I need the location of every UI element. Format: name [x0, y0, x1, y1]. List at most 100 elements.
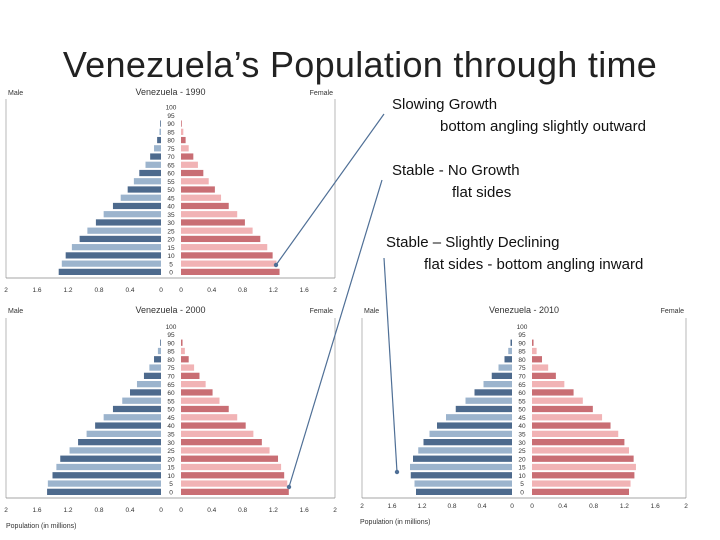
pyramid-2-tick-1: 1.6 [387, 503, 396, 510]
pyramid-2-age-label-10: 10 [518, 473, 526, 480]
pyramid-0-tick-11: 2 [333, 287, 337, 294]
pyramid-1-male-bar-10 [52, 472, 161, 479]
pyramid-2-female-bar-55 [532, 397, 583, 404]
pyramid-2-female-bar-65 [532, 381, 565, 388]
pyramid-0-age-label-0: 0 [169, 270, 173, 277]
callout-arrow-2 [383, 257, 398, 473]
pyramid-2-female-bar-80 [532, 356, 543, 363]
pyramid-1-tick-3: 0.8 [94, 507, 103, 514]
pyramid-1-female-bar-85 [181, 347, 185, 355]
pyramid-1-tick-0: 2 [4, 507, 8, 514]
pyramid-0-male-bar-40 [112, 202, 161, 210]
pyramid-1-age-label-100: 100 [166, 324, 177, 331]
pyramid-0-tick-9: 1.2 [269, 287, 278, 294]
pyramid-1-age-label-5: 5 [169, 481, 173, 488]
pyramid-2-female-bar-5 [532, 480, 631, 487]
pyramid-0-female-bar-90 [181, 120, 182, 127]
pyramid-1-male-bar-15 [56, 463, 161, 471]
pyramid-2-age-label-75: 75 [518, 365, 526, 372]
pyramid-2-age-label-35: 35 [518, 432, 526, 439]
pyramid-1-age-label-0: 0 [169, 490, 173, 497]
pyramid-2-age-label-50: 50 [518, 407, 526, 414]
pyramid-2-age-label-25: 25 [518, 448, 526, 455]
callout-stable-no-growth-detail: flat sides [452, 184, 512, 201]
pyramid-1-female-bar-35 [181, 430, 254, 437]
pyramid-1-tick-4: 0.4 [125, 507, 134, 514]
pyramid-0-age-label-70: 70 [167, 154, 175, 161]
pyramid-0-tick-10: 1.6 [300, 287, 309, 294]
pyramid-2-tick-5: 0 [510, 503, 514, 510]
pyramid-0-tick-7: 0.4 [207, 287, 216, 294]
pyramid-2-tick-6: 0 [530, 503, 534, 510]
pyramid-0-male-bar-65 [145, 161, 161, 168]
callout-stable-no-growth-heading: Stable - No Growth [392, 162, 520, 179]
pyramid-2-age-label-40: 40 [518, 423, 526, 430]
pyramid-1-female-bar-90 [181, 339, 183, 346]
pyramid-2-tick-4: 0.4 [477, 503, 486, 510]
pyramid-0-male-bar-20 [79, 235, 161, 243]
pyramid-0-male-bar-55 [133, 178, 161, 185]
pyramid-1-male-bar-80 [154, 356, 161, 363]
pyramid-2-age-label-30: 30 [518, 440, 526, 447]
pyramid-2-tick-11: 2 [684, 503, 688, 510]
pyramid-2-male-bar-60 [474, 389, 512, 396]
pyramid-1-age-label-95: 95 [167, 332, 175, 339]
pyramid-0-age-label-15: 15 [167, 245, 175, 252]
pyramid-2-male-bar-90 [510, 339, 512, 346]
pyramid-0-age-label-85: 85 [167, 129, 175, 136]
pyramid-2-x-label: Population (in millions) [360, 519, 430, 526]
pyramid-0-male-bar-60 [139, 169, 161, 177]
pyramid-2-female-bar-90 [532, 339, 534, 346]
pyramid-1-age-label-50: 50 [167, 407, 175, 414]
callout-slightly-declining: Stable – Slightly Declining flat sides -… [386, 232, 643, 276]
pyramid-0-age-label-80: 80 [167, 138, 175, 145]
pyramid-2-age-label-65: 65 [518, 382, 526, 389]
pyramid-0-male-bar-85 [159, 128, 161, 135]
pyramid-2-female-label: Female [661, 308, 684, 315]
pyramid-2-tick-3: 0.8 [447, 503, 456, 510]
pyramid-2-male-bar-85 [508, 347, 512, 355]
pyramid-1-tick-2: 1.2 [63, 507, 72, 514]
pyramid-2-age-label-90: 90 [518, 340, 526, 347]
pyramid-2-age-label-5: 5 [520, 481, 524, 488]
pyramid-2-male-bar-5 [414, 480, 512, 487]
pyramid-1-male-bar-20 [60, 455, 161, 462]
callout-arrow-head-0 [273, 262, 279, 268]
pyramid-0-female-bar-70 [181, 153, 194, 160]
pyramid-2-male-bar-75 [498, 364, 512, 371]
pyramid-1-male-bar-0 [47, 488, 162, 495]
pyramid-1-male-bar-30 [78, 439, 161, 446]
pyramid-1-age-label-85: 85 [167, 349, 175, 356]
pyramid-0-tick-6: 0 [179, 287, 183, 294]
pyramid-0-tick-4: 0.4 [125, 287, 134, 294]
pyramid-2-female-bar-75 [532, 364, 549, 371]
pyramid-0-age-label-95: 95 [167, 113, 175, 120]
pyramid-0-female-bar-55 [181, 178, 209, 185]
pyramid-2-tick-7: 0.4 [558, 503, 567, 510]
pyramid-0-tick-8: 0.8 [238, 287, 247, 294]
pyramid-0-male-bar-45 [120, 194, 161, 201]
pyramid-1-age-label-15: 15 [167, 465, 175, 472]
pyramid-1-female-bar-25 [181, 447, 270, 454]
pyramid-0-male-bar-75 [154, 145, 161, 152]
pyramid-1-male-label: Male [8, 308, 23, 315]
pyramid-1-female-bar-80 [181, 356, 189, 363]
pyramid-1-female-bar-65 [181, 381, 206, 388]
pyramid-0-tick-3: 0.8 [94, 287, 103, 294]
pyramid-0-female-bar-40 [181, 202, 229, 210]
pyramid-2-tick-8: 0.8 [589, 503, 598, 510]
pyramid-1-male-bar-50 [112, 405, 161, 413]
callout-arrow-0 [275, 113, 385, 266]
pyramid-0-age-label-10: 10 [167, 253, 175, 260]
pyramid-0-male-bar-30 [95, 219, 161, 226]
pyramid-0-female-bar-20 [181, 235, 261, 243]
pyramid-1-title: Venezuela - 2000 [135, 305, 205, 315]
slide-title: Venezuela’s Population through time [62, 44, 658, 85]
pyramid-0-age-label-30: 30 [167, 220, 175, 227]
pyramid-0-female-bar-50 [181, 186, 215, 193]
pyramid-2-female-bar-45 [532, 414, 603, 421]
pyramid-1-x-label: Population (in millions) [6, 523, 76, 530]
pyramid-1-age-label-30: 30 [167, 440, 175, 447]
pyramid-1-male-bar-55 [122, 397, 161, 404]
